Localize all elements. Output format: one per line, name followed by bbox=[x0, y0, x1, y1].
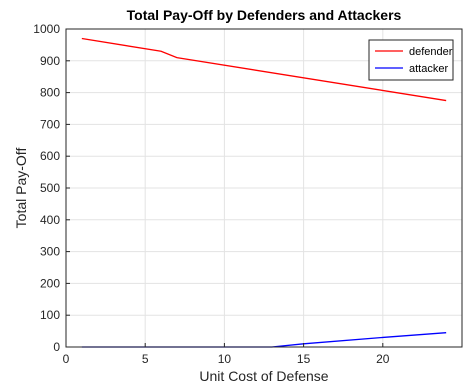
y-tick-label: 500 bbox=[40, 181, 60, 195]
series-line-defender bbox=[81, 37, 447, 102]
legend-label-defender: defender bbox=[409, 46, 453, 58]
y-tick-label: 400 bbox=[40, 213, 60, 227]
y-tick-label: 800 bbox=[40, 86, 60, 100]
legend-box bbox=[368, 39, 454, 81]
series-layer bbox=[81, 37, 447, 348]
y-tick-label: 900 bbox=[40, 54, 60, 68]
y-tick-label: 300 bbox=[40, 245, 60, 259]
x-axis-label: Unit Cost of Defense bbox=[199, 368, 328, 384]
legend: defender attacker bbox=[368, 39, 454, 81]
y-tick-label: 0 bbox=[53, 340, 60, 354]
x-tick-label: 15 bbox=[297, 352, 311, 366]
y-tick-label: 1000 bbox=[33, 22, 60, 36]
x-tick-label: 10 bbox=[218, 352, 232, 366]
series-line-attacker bbox=[81, 332, 447, 348]
y-tick-label: 200 bbox=[40, 276, 60, 290]
x-tick-label: 0 bbox=[63, 352, 70, 366]
x-tick-label: 5 bbox=[142, 352, 149, 366]
y-tick-label: 100 bbox=[40, 308, 60, 322]
y-axis-label: Total Pay-Off bbox=[13, 148, 29, 229]
y-tick-label: 700 bbox=[40, 117, 60, 131]
legend-label-attacker: attacker bbox=[409, 63, 448, 75]
x-tick-label: 20 bbox=[376, 352, 390, 366]
chart-title: Total Pay-Off by Defenders and Attackers bbox=[127, 7, 402, 23]
y-tick-label: 600 bbox=[40, 149, 60, 163]
